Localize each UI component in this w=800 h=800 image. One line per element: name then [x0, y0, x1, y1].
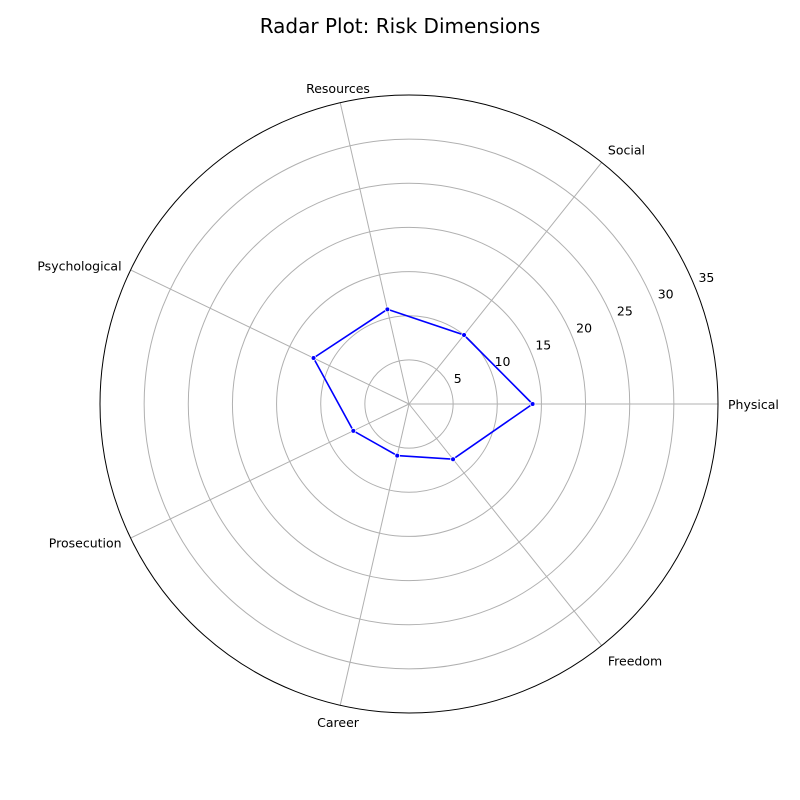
axis-spoke [339, 102, 410, 405]
radar-grid [99, 94, 719, 714]
r-tick-label: 20 [576, 320, 592, 335]
r-tick-label: 10 [495, 354, 511, 369]
r-tick-label: 35 [698, 270, 714, 285]
data-point [461, 332, 467, 338]
data-point [384, 306, 391, 313]
series-layer [310, 306, 536, 463]
axis-spoke [130, 269, 410, 405]
label-layer: 5 10 15 20 25 30 35 Physical Social Resources Psyc… [37, 81, 778, 730]
chart-title: Radar Plot: Risk Dimensions [259, 14, 541, 38]
axis-spoke [408, 162, 603, 405]
data-point [529, 401, 536, 407]
series-line [312, 308, 534, 461]
data-point [394, 452, 401, 459]
r-tick-label: 5 [454, 371, 462, 386]
axis-spoke [339, 403, 410, 706]
outer-frame [99, 94, 719, 714]
r-tick-label: 30 [658, 287, 674, 302]
r-tick-label: 25 [617, 304, 633, 319]
category-label: Physical [728, 397, 779, 412]
data-point [310, 355, 317, 361]
r-tick-label: 15 [535, 337, 551, 352]
category-label: Career [317, 715, 360, 730]
category-label: Resources [306, 81, 370, 96]
category-label: Prosecution [49, 535, 122, 550]
data-point [450, 456, 456, 463]
axis-spoke [130, 403, 410, 539]
category-label: Freedom [608, 653, 662, 668]
category-label: Social [608, 143, 645, 158]
category-label: Psychological [37, 259, 121, 274]
data-point [350, 428, 357, 434]
axis-spoke [408, 403, 603, 646]
